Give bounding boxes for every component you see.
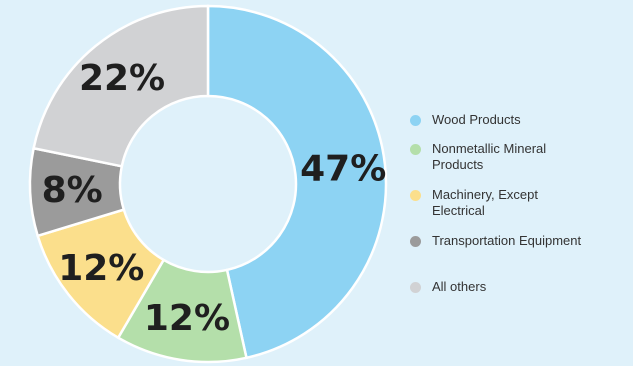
legend-item: All others	[410, 279, 630, 295]
legend-label-line: Electrical	[432, 203, 485, 218]
slice-percent-label: 8%	[42, 170, 103, 211]
legend-label: Machinery, Except Electrical	[432, 187, 538, 219]
legend-swatch	[410, 190, 421, 201]
legend-label-line: Nonmetallic Mineral	[432, 141, 547, 156]
legend-label-line: Transportation Equipment	[432, 233, 582, 248]
legend-swatch	[410, 236, 421, 247]
legend-label: Nonmetallic Mineral Products	[432, 141, 546, 173]
legend-swatch	[410, 144, 421, 155]
legend-item: Nonmetallic Mineral Products	[410, 141, 630, 173]
legend-label: Transportation Equipment	[432, 233, 581, 249]
legend-label-line: All others	[432, 279, 487, 294]
slice-percent-label: 12%	[144, 298, 230, 339]
legend-label-line: Products	[432, 157, 484, 172]
legend-item: Machinery, Except Electrical	[410, 187, 630, 219]
slice-percent-label: 22%	[79, 58, 165, 99]
donut-slice	[206, 4, 388, 360]
legend-swatch	[410, 282, 421, 293]
legend-label-line: Wood Products	[432, 112, 521, 127]
donut-slice	[32, 4, 210, 168]
slice-percent-label: 12%	[58, 248, 144, 289]
legend-item: Transportation Equipment	[410, 233, 630, 249]
legend-swatch	[410, 115, 421, 126]
slice-percent-label: 47%	[300, 149, 386, 190]
legend-label-line: Machinery, Except	[432, 187, 538, 202]
legend-label: All others	[432, 279, 486, 295]
legend-item: Wood Products	[410, 112, 630, 128]
legend-label: Wood Products	[432, 112, 521, 128]
